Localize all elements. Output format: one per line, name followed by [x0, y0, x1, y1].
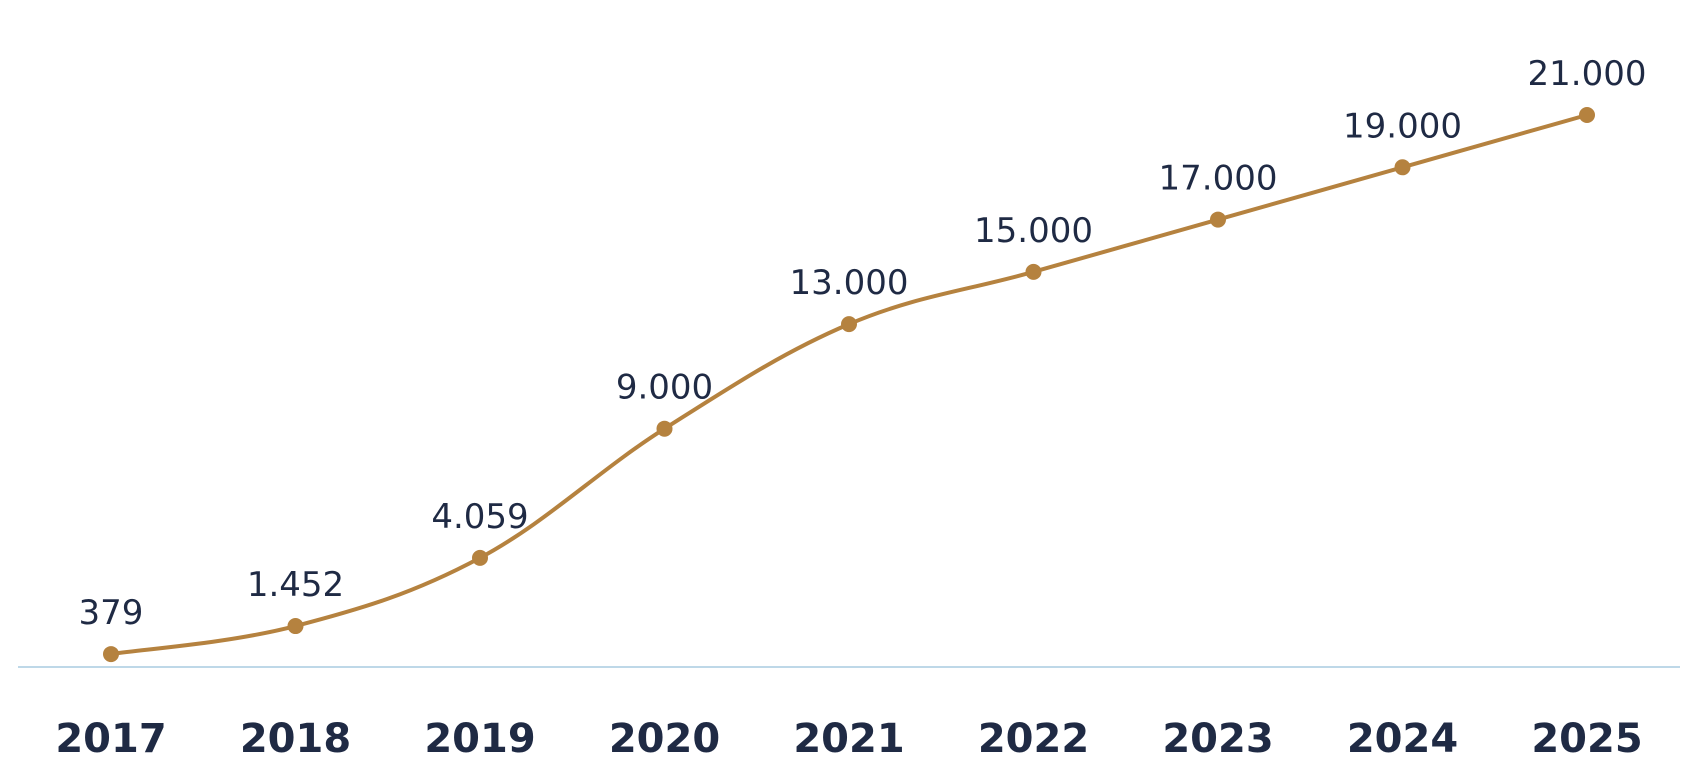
x-tick-2019: 2019: [424, 716, 535, 762]
data-point-2025: [1579, 107, 1595, 123]
data-point-2019: [472, 549, 488, 566]
data-point-2017: [103, 646, 119, 663]
data-point-markers: [103, 107, 1595, 663]
x-tick-2023: 2023: [1162, 716, 1273, 762]
series-line: [109, 113, 1589, 657]
data-label-2024: 19.000: [1343, 106, 1462, 146]
x-tick-2017: 2017: [55, 716, 166, 762]
data-label-2023: 17.000: [1159, 159, 1278, 199]
data-label-2019: 4.059: [431, 497, 528, 537]
x-tick-2025: 2025: [1531, 716, 1642, 762]
data-point-2023: [1210, 211, 1226, 228]
x-tick-labels: 2017 2018 2019 2020 2021 2022 2023 2024 2025: [55, 716, 1642, 762]
data-point-2018: [287, 618, 304, 635]
data-label-2017: 379: [79, 593, 144, 633]
data-point-2022: [1025, 263, 1042, 280]
data-label-2025: 21.000: [1528, 54, 1647, 94]
x-tick-2024: 2024: [1347, 716, 1458, 762]
data-label-2022: 15.000: [974, 211, 1093, 251]
x-tick-2018: 2018: [240, 716, 351, 762]
data-point-2021: [841, 316, 857, 333]
data-point-2024: [1394, 159, 1411, 176]
x-tick-2020: 2020: [609, 716, 720, 762]
data-label-2020: 9.000: [616, 368, 713, 408]
data-label-2018: 1.452: [247, 565, 344, 605]
x-tick-2021: 2021: [793, 716, 904, 762]
data-label-2021: 13.000: [790, 263, 909, 303]
data-point-2020: [656, 420, 673, 437]
data-labels: 379 1.452 4.059 9.000 13.000 15.000 17.000 19.0…: [79, 54, 1647, 633]
x-tick-2022: 2022: [978, 716, 1089, 762]
